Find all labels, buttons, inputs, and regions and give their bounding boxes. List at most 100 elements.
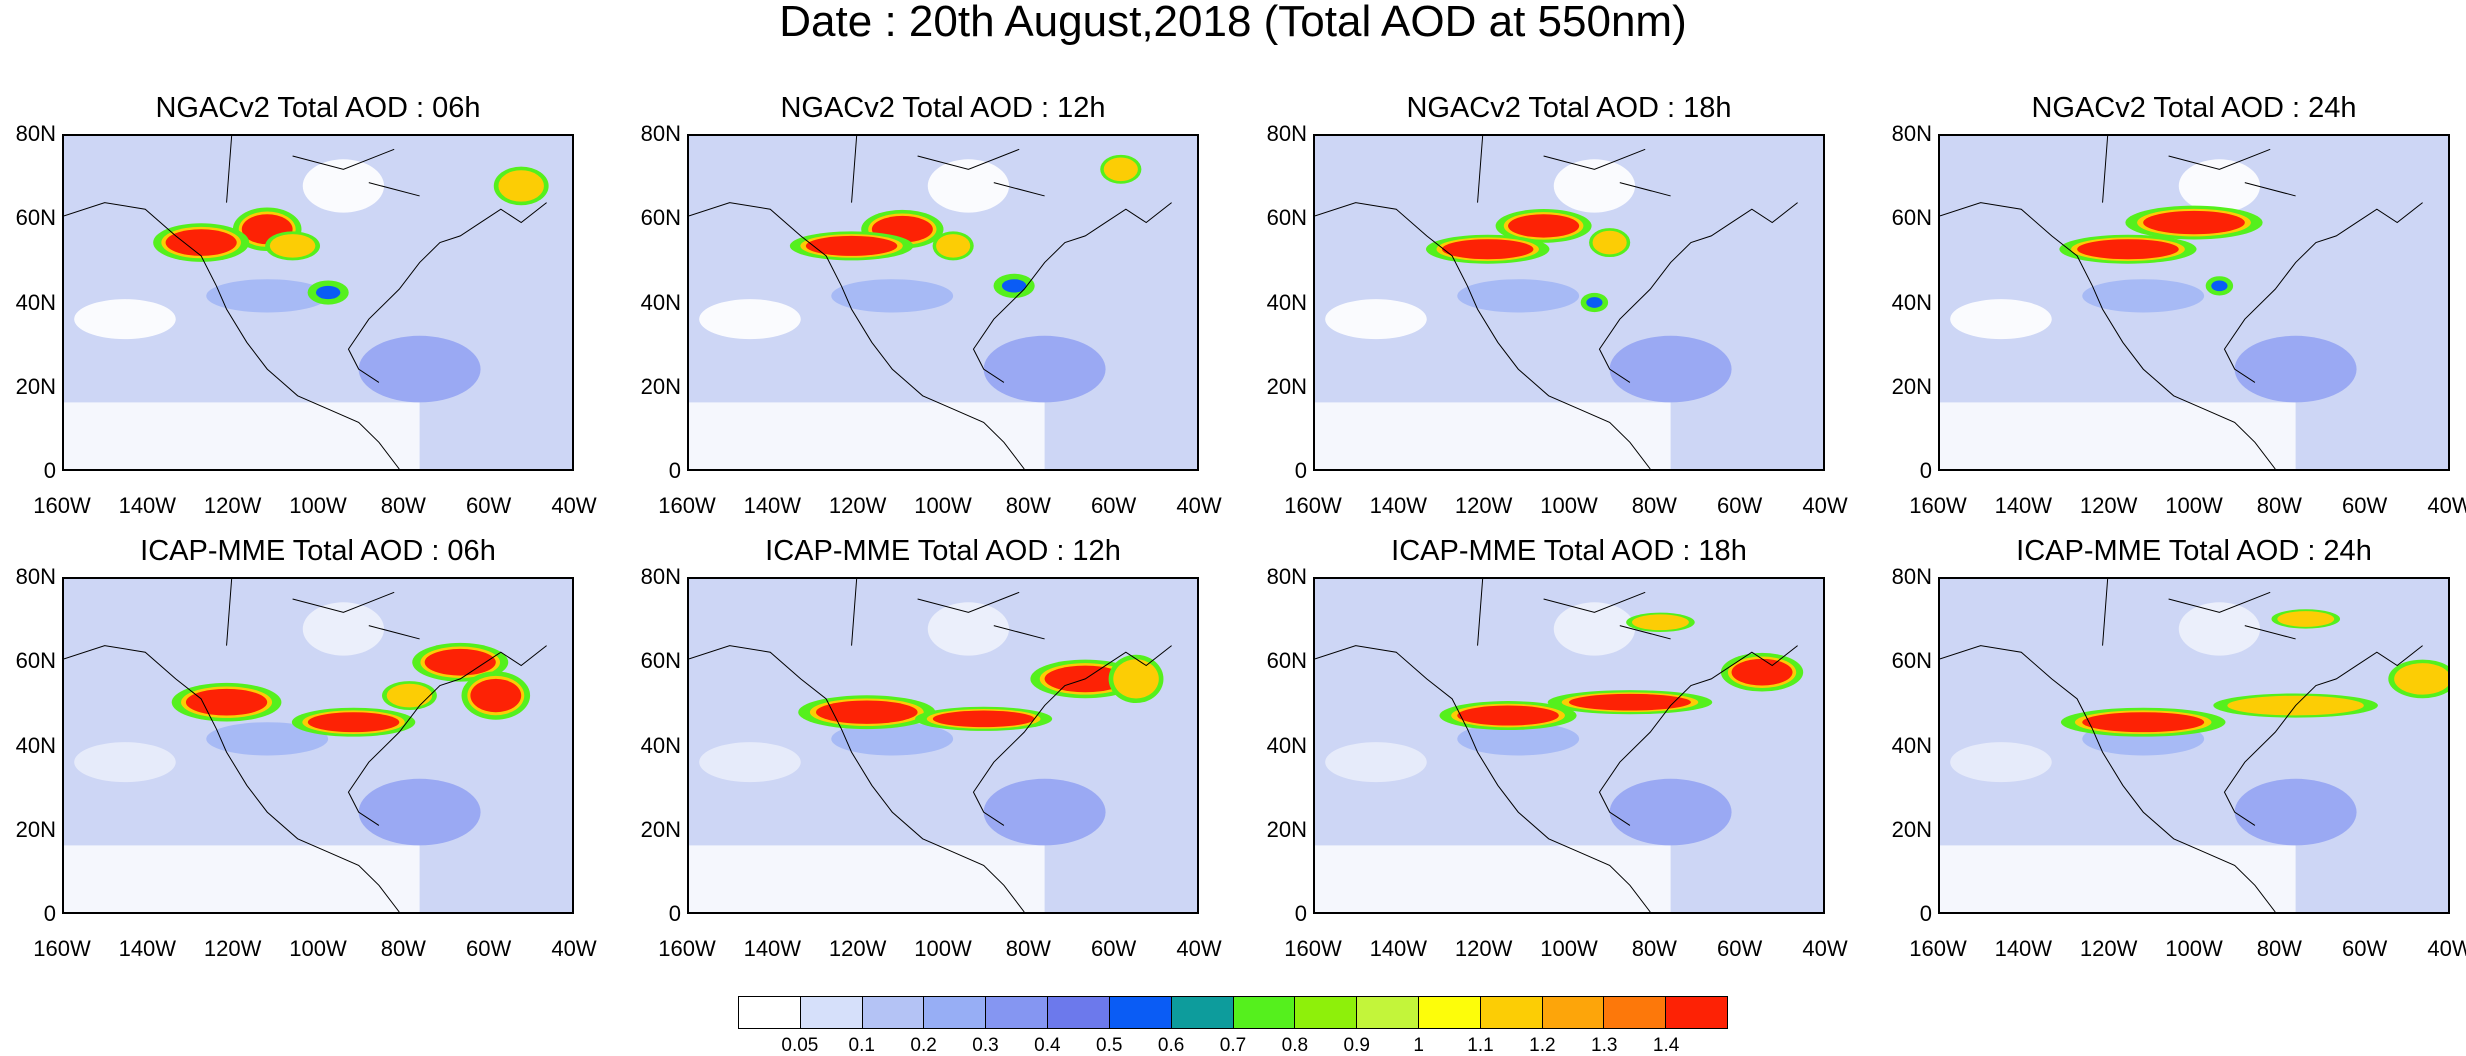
colorbar-swatch <box>1418 997 1481 1028</box>
lat-tick-label: 60N <box>15 648 56 674</box>
coastline <box>1940 136 2423 469</box>
lat-tick-label: 40N <box>640 289 681 315</box>
lon-tick-label: 40W <box>551 493 597 518</box>
lon-tick-label: 160W <box>33 493 91 518</box>
lat-tick-label: 60N <box>1891 648 1932 674</box>
lon-tick-label: 160W <box>658 493 716 518</box>
aod-map-panel <box>62 134 574 471</box>
lat-tick-label: 40N <box>1266 732 1307 758</box>
plume-core <box>1508 214 1580 238</box>
plume-core <box>1001 279 1027 293</box>
lat-tick-label: 80N <box>640 121 681 146</box>
colorbar-level-label: 0.2 <box>910 1035 937 1056</box>
colorbar-swatch <box>1048 997 1110 1028</box>
colorbar-swatch <box>924 997 987 1028</box>
lat-tick-label: 20N <box>1891 816 1932 842</box>
lat-tick-label: 40N <box>15 289 56 315</box>
plume-mid <box>1113 659 1159 699</box>
lat-tick-label: 40N <box>15 732 56 758</box>
lat-tick-label: 20N <box>640 373 681 399</box>
coastline <box>64 579 547 912</box>
lon-tick-label: 100W <box>2165 936 2223 961</box>
plume-core <box>185 688 268 716</box>
lon-tick-label: 80W <box>1005 936 1051 961</box>
aod-map-panel <box>687 577 1199 914</box>
plume-core <box>165 229 237 256</box>
plume-core <box>816 700 918 724</box>
plume-core <box>1731 658 1793 686</box>
lon-tick-label: 160W <box>1909 493 1967 518</box>
lat-tick-label: 0 <box>668 901 681 926</box>
colorbar-swatch <box>986 997 1049 1028</box>
aod-field <box>64 579 547 912</box>
lat-tick-label: 0 <box>1919 901 1932 926</box>
colorbar-level-label: 0.05 <box>781 1035 819 1056</box>
lon-tick-label: 140W <box>118 493 177 518</box>
lon-tick-label: 100W <box>914 936 972 961</box>
lon-tick-label: 120W <box>1454 493 1513 518</box>
aod-map-panel <box>1313 577 1825 914</box>
lat-tick-label: 0 <box>1294 901 1307 926</box>
colorbar-level-label: 0.5 <box>1096 1035 1123 1056</box>
panel-title: ICAP-MME Total AOD : 06h <box>140 535 496 567</box>
lon-tick-label: 60W <box>1717 493 1763 518</box>
plume-core <box>315 285 341 300</box>
lon-tick-label: 100W <box>2165 493 2223 518</box>
plume-core <box>1586 297 1603 308</box>
lon-tick-label: 160W <box>1284 936 1342 961</box>
lon-tick-label: 80W <box>1631 936 1677 961</box>
lat-tick-label: 0 <box>43 458 56 483</box>
lon-tick-label: 60W <box>466 493 512 518</box>
plume-mid <box>498 170 544 202</box>
aod-field <box>64 136 549 469</box>
plume-core <box>424 648 496 676</box>
lon-tick-label: 80W <box>380 936 426 961</box>
colorbar-level-label: 0.1 <box>848 1035 875 1056</box>
lat-tick-label: 40N <box>1891 289 1932 315</box>
figure-title: Date : 20th August,2018 (Total AOD at 55… <box>779 0 1687 46</box>
lon-tick-label: 60W <box>1717 936 1763 961</box>
lat-tick-label: 60N <box>1891 205 1932 231</box>
lon-tick-label: 160W <box>1909 936 1967 961</box>
colorbar-level-label: 1 <box>1413 1035 1424 1056</box>
plume-core <box>470 678 522 713</box>
lat-tick-label: 0 <box>43 901 56 926</box>
lat-tick-label: 80N <box>640 564 681 589</box>
lon-tick-label: 140W <box>118 936 177 961</box>
panel-title: NGACv2 Total AOD : 12h <box>780 92 1106 124</box>
plume-core <box>307 712 400 733</box>
colorbar-swatch <box>1357 997 1419 1028</box>
lon-tick-label: 80W <box>1005 493 1051 518</box>
lon-tick-label: 160W <box>658 936 716 961</box>
plume-mid <box>269 234 316 258</box>
colorbar-level-label: 1.2 <box>1529 1035 1556 1056</box>
lon-tick-label: 100W <box>1540 493 1598 518</box>
panel-title: NGACv2 Total AOD : 18h <box>1406 92 1732 124</box>
coastline <box>689 136 1172 469</box>
lon-tick-label: 80W <box>2256 493 2302 518</box>
plume-mid <box>1103 157 1138 182</box>
aod-map-panel <box>1938 134 2450 471</box>
panel-title: ICAP-MME Total AOD : 12h <box>765 535 1121 567</box>
lon-tick-label: 60W <box>2342 493 2388 518</box>
lon-tick-label: 80W <box>1631 493 1677 518</box>
lat-tick-label: 60N <box>640 648 681 674</box>
lat-tick-label: 80N <box>15 564 56 589</box>
lon-tick-label: 40W <box>1176 493 1222 518</box>
lon-tick-label: 60W <box>2342 936 2388 961</box>
lat-tick-label: 20N <box>1891 373 1932 399</box>
colorbar-level-label: 0.8 <box>1281 1035 1309 1056</box>
lon-tick-label: 100W <box>1540 936 1598 961</box>
lat-tick-label: 80N <box>1266 121 1307 146</box>
colorbar-level-label: 0.4 <box>1034 1035 1061 1056</box>
plume-mid <box>1631 614 1689 631</box>
lon-tick-label: 100W <box>914 493 972 518</box>
lon-tick-label: 120W <box>203 493 262 518</box>
plume-mid <box>386 683 433 708</box>
lat-tick-label: 80N <box>15 121 56 146</box>
colorbar-level-label: 1.1 <box>1467 1035 1494 1056</box>
lon-tick-label: 140W <box>743 936 802 961</box>
coastline <box>64 136 547 469</box>
colorbar-swatch <box>739 997 801 1028</box>
lat-tick-label: 40N <box>1266 289 1307 315</box>
